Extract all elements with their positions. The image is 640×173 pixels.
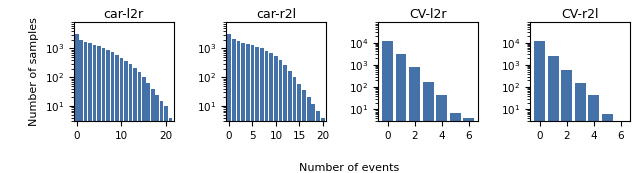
Bar xyxy=(169,117,172,173)
Bar xyxy=(436,95,447,173)
Bar xyxy=(147,83,150,173)
Bar xyxy=(97,46,101,173)
Bar xyxy=(106,50,110,173)
Text: Number of events: Number of events xyxy=(299,163,399,173)
Bar xyxy=(602,114,613,173)
Bar xyxy=(298,84,301,173)
Title: CV-l2r: CV-l2r xyxy=(410,8,447,21)
Bar xyxy=(93,45,97,173)
Bar xyxy=(302,90,306,173)
Bar xyxy=(138,72,141,173)
Bar xyxy=(278,60,282,173)
Bar xyxy=(269,53,273,173)
Bar xyxy=(129,64,132,173)
Bar xyxy=(255,47,259,173)
Bar xyxy=(316,111,320,173)
Bar xyxy=(232,39,236,173)
Bar xyxy=(260,48,264,173)
Bar xyxy=(292,77,296,173)
Bar xyxy=(246,44,250,173)
Bar xyxy=(156,95,159,173)
Title: car-r2l: car-r2l xyxy=(256,8,296,21)
Title: car-l2r: car-l2r xyxy=(104,8,144,21)
Bar xyxy=(534,41,545,173)
Bar xyxy=(575,83,586,173)
Bar xyxy=(227,34,231,173)
Bar xyxy=(548,56,559,173)
Bar xyxy=(274,56,278,173)
Bar xyxy=(133,68,136,173)
Bar xyxy=(409,67,420,173)
Y-axis label: Number of samples: Number of samples xyxy=(29,17,39,126)
Bar xyxy=(79,40,83,173)
Bar xyxy=(307,97,310,173)
Bar xyxy=(75,34,79,173)
Bar xyxy=(237,42,241,173)
Bar xyxy=(382,41,393,173)
Bar xyxy=(321,117,324,173)
Bar xyxy=(396,54,406,173)
Bar xyxy=(111,52,115,173)
Bar xyxy=(102,48,106,173)
Bar xyxy=(120,58,124,173)
Bar xyxy=(164,106,168,173)
Bar xyxy=(160,101,163,173)
Bar xyxy=(312,104,315,173)
Bar xyxy=(142,77,145,173)
Bar xyxy=(284,65,287,173)
Bar xyxy=(124,61,128,173)
Bar xyxy=(616,121,627,173)
Bar xyxy=(561,70,572,173)
Bar xyxy=(151,89,154,173)
Bar xyxy=(115,55,119,173)
Bar xyxy=(450,113,461,173)
Bar xyxy=(288,71,292,173)
Title: CV-r2l: CV-r2l xyxy=(561,8,599,21)
Bar xyxy=(251,45,254,173)
Bar xyxy=(88,43,92,173)
Bar xyxy=(588,95,599,173)
Bar xyxy=(241,43,245,173)
Bar xyxy=(84,42,88,173)
Bar xyxy=(463,118,474,173)
Bar xyxy=(422,82,433,173)
Bar xyxy=(265,51,268,173)
